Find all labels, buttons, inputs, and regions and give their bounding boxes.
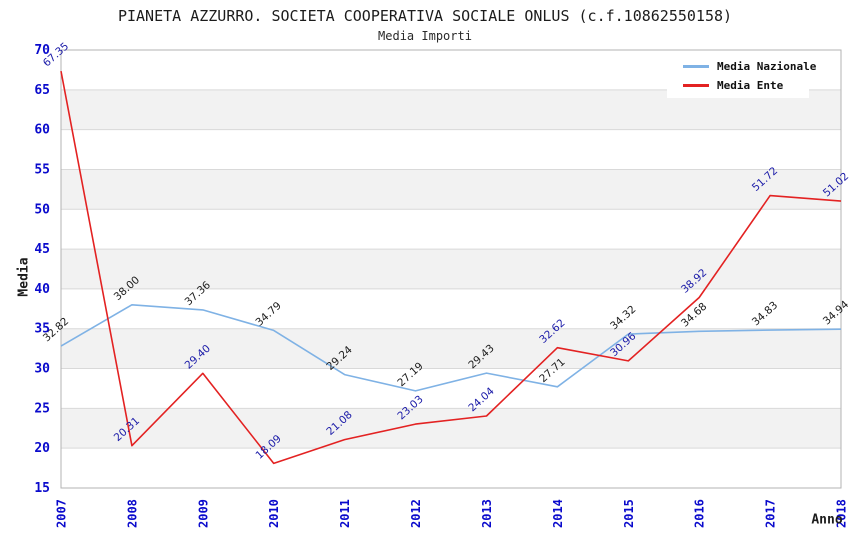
legend-item-media-nazionale: Media Nazionale xyxy=(667,60,816,73)
svg-text:60: 60 xyxy=(34,123,50,138)
svg-text:50: 50 xyxy=(34,202,50,217)
media-nazionale-line-swatch xyxy=(683,64,709,68)
legend-item-media-ente: Media Ente xyxy=(667,79,809,92)
svg-text:34.68: 34.68 xyxy=(679,301,709,330)
svg-text:20: 20 xyxy=(34,441,50,456)
series-line-media-nazionale xyxy=(60,303,842,392)
svg-text:2010: 2010 xyxy=(267,499,281,528)
chart-subtitle: Media Importi xyxy=(378,29,472,43)
svg-text:70: 70 xyxy=(34,43,50,58)
y-axis-title: Media xyxy=(16,257,32,297)
svg-text:55: 55 xyxy=(34,162,50,177)
svg-text:34.83: 34.83 xyxy=(750,299,780,328)
svg-text:35: 35 xyxy=(34,322,50,337)
svg-text:2017: 2017 xyxy=(764,499,778,528)
svg-text:45: 45 xyxy=(34,242,50,257)
svg-text:2008: 2008 xyxy=(125,499,139,528)
legend: Media Nazionale Media Ente xyxy=(667,53,816,98)
legend-label-media-nazionale: Media Nazionale xyxy=(717,59,817,73)
x-axis-title: Anno xyxy=(811,512,843,528)
svg-text:2013: 2013 xyxy=(480,499,494,528)
svg-text:25: 25 xyxy=(34,401,50,416)
svg-text:2015: 2015 xyxy=(622,499,636,528)
plot-border xyxy=(60,49,842,489)
svg-text:2018: 2018 xyxy=(835,499,849,528)
svg-text:2014: 2014 xyxy=(551,499,565,528)
svg-text:2016: 2016 xyxy=(693,499,707,528)
chart-title: PIANETA AZZURRO. SOCIETA COOPERATIVA SOC… xyxy=(117,7,733,25)
svg-text:34.94: 34.94 xyxy=(821,298,850,327)
svg-text:30: 30 xyxy=(34,362,50,377)
svg-text:2007: 2007 xyxy=(55,499,69,528)
media-ente-line-swatch xyxy=(683,83,709,87)
svg-text:34.32: 34.32 xyxy=(608,303,638,332)
legend-label-media-ente: Media Ente xyxy=(717,78,784,92)
svg-text:2011: 2011 xyxy=(338,499,352,528)
svg-text:15: 15 xyxy=(34,481,50,496)
svg-text:34.79: 34.79 xyxy=(254,300,284,329)
plot-bands xyxy=(61,89,841,449)
svg-text:40: 40 xyxy=(34,282,50,297)
series-line-media-ente xyxy=(60,70,842,465)
svg-text:2012: 2012 xyxy=(409,499,423,528)
svg-text:65: 65 xyxy=(34,83,50,98)
y-tick-labels: 15 20 25 30 35 40 45 50 55 60 65 70 xyxy=(34,43,50,496)
x-tick-labels: 2007 2008 2009 2010 2011 2012 2013 2014 2015 2016… xyxy=(55,499,849,528)
svg-text:2009: 2009 xyxy=(196,499,210,528)
